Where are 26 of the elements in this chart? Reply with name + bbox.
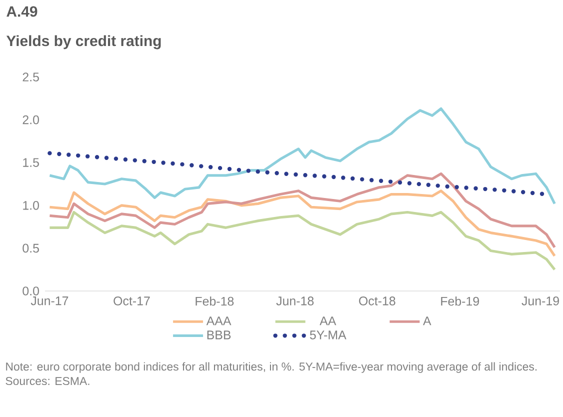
- y-tick-label: 2.5: [22, 72, 39, 82]
- legend-label: AA: [320, 316, 336, 326]
- y-tick-label: 0.5: [22, 244, 39, 253]
- x-tick-label: Oct-18: [359, 296, 396, 306]
- line-series: [48, 172, 556, 249]
- line-series: [48, 107, 556, 205]
- line-series: [48, 190, 556, 258]
- text: Note: euro corporate bond indices for all maturities, in %. 5Y-MA=five-year moving average of all indices.: [6, 362, 537, 373]
- x-tick-label: Jun-17: [30, 296, 68, 306]
- legend-label: BBB: [207, 330, 231, 340]
- x-tick-label: Jun-18: [276, 296, 314, 306]
- chart-title: A.49: [6, 6, 38, 17]
- x-tick-label: Oct-17: [114, 296, 150, 306]
- x-tick-label: Feb-19: [441, 296, 479, 306]
- source-note: Sources: ESMA.: [6, 376, 90, 386]
- legend-label: A: [422, 316, 432, 326]
- line-series: [48, 210, 556, 271]
- legend-label: 5Y-MA: [310, 330, 346, 340]
- y-tick-label: 1.5: [23, 158, 39, 167]
- legend-label: AAA: [206, 316, 232, 326]
- x-tick-label: Feb-18: [196, 296, 234, 306]
- y-tick-label: 2.0: [22, 115, 39, 124]
- x-tick-label: Jun-19: [522, 296, 559, 306]
- y-tick-label: 0.0: [22, 286, 39, 296]
- y-tick-label: 1.0: [23, 201, 39, 210]
- chart-subtitle: Yields by credit rating: [6, 35, 161, 50]
